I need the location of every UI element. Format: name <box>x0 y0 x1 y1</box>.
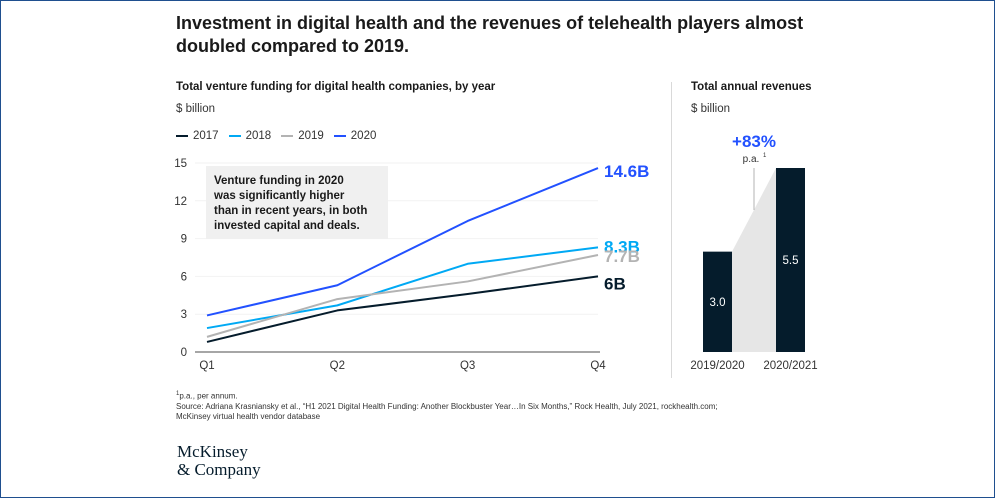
legend-swatch-2019 <box>281 135 294 137</box>
line-chart-unit: $ billion <box>176 103 215 115</box>
end-label-2018: 8.3B <box>604 237 640 256</box>
y-tick-label: 3 <box>181 309 187 321</box>
source-line-1: Source: Adriana Krasniansky et al., “H1 … <box>176 401 718 411</box>
logo-line-2: & Company <box>177 460 261 479</box>
bar-2020/2021 <box>776 168 805 352</box>
legend: 2017 2018 2019 2020 <box>176 130 386 142</box>
legend-label-2017: 2017 <box>193 130 219 142</box>
footnote-marker: 1 <box>176 391 180 397</box>
bar-value-label: 3.0 <box>710 297 726 309</box>
bar-chart-unit: $ billion <box>691 103 730 115</box>
end-label-2019: 7.7B <box>604 247 640 266</box>
legend-label-2018: 2018 <box>245 130 272 142</box>
y-tick-label: 6 <box>181 271 187 283</box>
legend-swatch-2020 <box>333 135 346 137</box>
y-tick-label: 12 <box>174 196 187 208</box>
x-tick-label: Q4 <box>590 360 606 372</box>
headline: Investment in digital health and the rev… <box>176 13 804 56</box>
legend-swatch-2018 <box>228 135 241 137</box>
legend-item-2020: 2020 <box>333 130 377 142</box>
callout-background <box>206 166 388 239</box>
series-line-2019 <box>206 253 599 338</box>
bar-category-label: 2020/2021 <box>763 360 817 372</box>
series-line-2018 <box>206 246 599 330</box>
callout-line: Venture funding in 2020 <box>214 175 344 187</box>
bar-2019/2020 <box>703 251 732 352</box>
callout-line: than in recent years, in both <box>214 205 367 217</box>
legend-item-2017: 2017 <box>176 130 219 142</box>
x-tick-label: Q2 <box>330 360 345 372</box>
bar-chart: 3.0 2019/2020 5.5 2020/2021 +83% p.a. 1 <box>690 132 817 372</box>
footnote-text: p.a., per annum. <box>179 391 238 401</box>
legend-label-2020: 2020 <box>350 130 377 142</box>
source-line-2: McKinsey virtual health vendor database <box>176 411 321 421</box>
legend-item-2018: 2018 <box>228 130 272 142</box>
end-label-2020: 14.6B <box>604 162 649 181</box>
y-tick-label: 15 <box>174 158 187 170</box>
mckinsey-logo: McKinsey & Company <box>177 443 261 479</box>
bar-category-label: 2019/2020 <box>690 360 744 372</box>
growth-note: p.a. <box>743 154 760 165</box>
logo-line-1: McKinsey <box>177 442 248 461</box>
x-tick-label: Q3 <box>460 360 475 372</box>
y-tick-label: 9 <box>181 234 187 246</box>
series-line-2017 <box>206 275 599 343</box>
legend-label-2019: 2019 <box>298 130 324 142</box>
legend-swatch-2017 <box>176 135 188 137</box>
line-chart: 0 3 6 9 12 15 Q1 Q2 Q3 Q4 Venture funding in 2020 w… <box>174 158 649 372</box>
line-chart-title: Total venture funding for digital health… <box>176 81 496 93</box>
callout-line: was significantly higher <box>213 190 345 202</box>
x-tick-label: Q1 <box>199 360 214 372</box>
growth-shading <box>732 168 776 352</box>
bar-value-label: 5.5 <box>783 255 799 267</box>
callout-line: invested capital and deals. <box>214 220 360 232</box>
bar-chart-title: Total annual revenues <box>691 81 812 93</box>
callout: Venture funding in 2020 was significantly… <box>206 166 388 239</box>
panel-divider <box>671 82 672 378</box>
growth-label: +83% <box>732 132 776 151</box>
legend-item-2019: 2019 <box>281 130 324 142</box>
growth-note-marker: 1 <box>763 153 767 159</box>
end-label-2017: 6B <box>604 274 626 293</box>
footnote: 1p.a., per annum. <box>176 389 718 402</box>
series-line-2020 <box>206 167 599 317</box>
footnotes: 1p.a., per annum. Source: Adriana Krasni… <box>176 389 718 422</box>
y-tick-label: 0 <box>181 347 187 359</box>
